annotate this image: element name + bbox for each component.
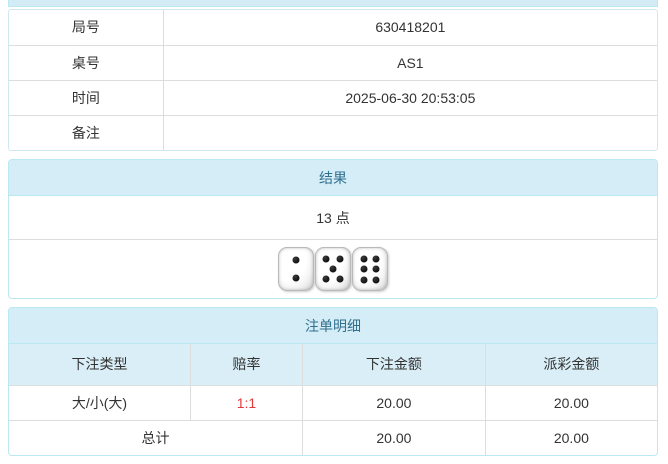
- result-panel: 结果 13 点: [8, 159, 658, 299]
- table-row: 时间 2025-06-30 20:53:05: [8, 79, 658, 116]
- table-row: 桌号 AS1: [8, 44, 658, 81]
- round-id-label: 局号: [8, 9, 164, 46]
- remark-label: 备注: [8, 114, 164, 151]
- die-5-icon: [315, 247, 351, 291]
- points-total: 13 点: [9, 196, 657, 240]
- table-id-value: AS1: [162, 44, 658, 81]
- game-info-table: 局号 630418201 桌号 AS1 时间 2025-06-30 20:53:…: [8, 9, 658, 151]
- remark-value: [162, 114, 658, 151]
- die-6-icon: [352, 247, 388, 291]
- col-payout-amount: 派彩金额: [484, 343, 657, 386]
- result-panel-title: 结果: [9, 160, 657, 196]
- game-info-panel: 局号 630418201 桌号 AS1 时间 2025-06-30 20:53:…: [8, 9, 658, 151]
- bet-amount-value: 20.00: [302, 384, 486, 421]
- round-id-value: 630418201: [162, 9, 658, 46]
- cutoff-panel-heading: [8, 0, 658, 7]
- dice-row: [9, 240, 657, 298]
- col-bet-amount: 下注金额: [302, 343, 486, 386]
- total-label: 总计: [9, 419, 304, 455]
- total-payout-amount: 20.00: [484, 419, 657, 455]
- payout-amount-value: 20.00: [484, 384, 657, 421]
- col-odds: 赔率: [189, 343, 304, 386]
- bet-details-table: 下注类型 赔率 下注金额 派彩金额 大/小(大) 1:1 20.00 20.00…: [9, 343, 657, 455]
- die-2-icon: [278, 247, 314, 291]
- total-row: 总计 20.00 20.00: [9, 419, 657, 455]
- table-id-label: 桌号: [8, 44, 164, 81]
- time-label: 时间: [8, 79, 164, 116]
- table-header-row: 下注类型 赔率 下注金额 派彩金额: [9, 343, 657, 386]
- bet-details-title: 注单明细: [9, 308, 657, 344]
- table-row: 局号 630418201: [8, 9, 658, 46]
- bet-odds-value: 1:1: [189, 384, 304, 421]
- bet-details-panel: 注单明细 下注类型 赔率 下注金额 派彩金额 大/小(大) 1:1 20.00 …: [8, 307, 658, 456]
- bet-type-value: 大/小(大): [9, 384, 191, 421]
- table-row: 备注: [8, 114, 658, 151]
- time-value: 2025-06-30 20:53:05: [162, 79, 658, 116]
- total-bet-amount: 20.00: [302, 419, 486, 455]
- col-bet-type: 下注类型: [9, 343, 191, 386]
- bet-row: 大/小(大) 1:1 20.00 20.00: [9, 384, 657, 421]
